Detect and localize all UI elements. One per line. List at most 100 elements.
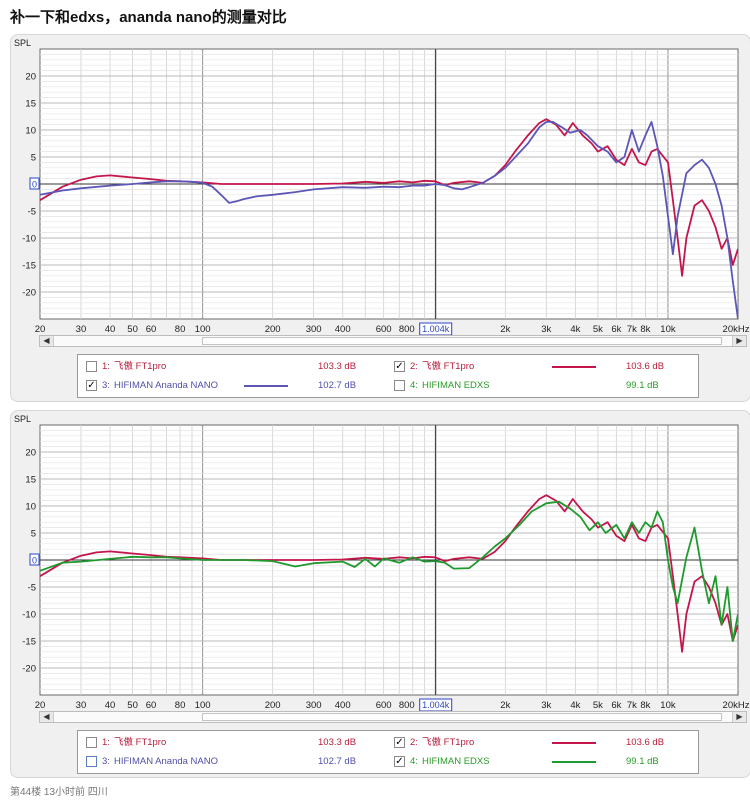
legend-series-name: HIFIMAN Ananda NANO <box>114 380 219 391</box>
y-tick-label: -10 <box>22 610 36 621</box>
scroll-right-arrow-icon[interactable]: ▶ <box>732 712 746 722</box>
x-tick-label: 20kHz <box>723 324 750 335</box>
y-axis-label: SPL <box>14 38 31 48</box>
x-tick-label: 3k <box>541 324 551 335</box>
x-tick-label: 20 <box>35 324 46 335</box>
legend-checkbox[interactable] <box>86 737 97 748</box>
legend-row: 1: 飞傲 FT1pro 103.3 dB ✓ 2: 飞傲 FT1pro 103.6 dB <box>78 734 698 752</box>
legend-series-name: 飞傲 FT1pro <box>114 361 167 372</box>
x-tick-label: 2k <box>500 700 510 711</box>
horizontal-scrollbar-1[interactable]: ◀ ▶ <box>39 335 747 347</box>
y-tick-label: 20 <box>25 448 36 459</box>
legend-1: 1: 飞傲 FT1pro 103.3 dB ✓ 2: 飞傲 FT1pro 103.6 dB ✓… <box>77 354 699 398</box>
legend-index: 2: <box>410 737 418 748</box>
scroll-left-arrow-icon[interactable]: ◀ <box>40 712 54 722</box>
x-tick-label: 6k <box>611 700 621 711</box>
legend-checkbox[interactable]: ✓ <box>394 737 405 748</box>
frequency-response-chart-2: SPL20151050-5-10-15-20020304050608010020… <box>14 414 750 712</box>
legend-line-swatch <box>552 366 596 368</box>
scroll-right-arrow-icon[interactable]: ▶ <box>732 336 746 346</box>
x-tick-label: 5k <box>593 700 603 711</box>
y-tick-label: 5 <box>31 153 36 164</box>
page-title: 补一下和edxs，ananda nano的测量对比 <box>10 9 287 26</box>
scroll-thumb[interactable] <box>202 713 722 721</box>
x-tick-label: 4k <box>570 324 580 335</box>
x-tick-label: 100 <box>195 324 211 335</box>
legend-index: 4: <box>410 756 418 767</box>
legend-line-swatch <box>244 385 288 387</box>
chart-panel-2: SPL20151050-5-10-15-20020304050608010020… <box>10 410 750 778</box>
legend-index: 3: <box>102 380 110 391</box>
legend-series-name: HIFIMAN Ananda NANO <box>114 756 219 767</box>
x-tick-label: 600 <box>376 324 392 335</box>
x-tick-label: 40 <box>105 700 116 711</box>
legend-line-swatch <box>552 761 596 763</box>
legend-checkbox[interactable] <box>86 756 97 767</box>
frequency-response-chart-1: SPL20151050-5-10-15-20020304050608010020… <box>14 38 750 336</box>
zero-marker-label: 0 <box>32 556 37 566</box>
x-tick-label: 60 <box>146 324 157 335</box>
y-axis-label: SPL <box>14 414 31 424</box>
legend-series-name: HIFIMAN EDXS <box>422 756 490 767</box>
x-tick-label: 40 <box>105 324 116 335</box>
x-tick-label: 80 <box>175 700 186 711</box>
x-tick-label: 6k <box>611 324 621 335</box>
x-tick-label: 800 <box>399 700 415 711</box>
x-tick-label: 80 <box>175 324 186 335</box>
y-tick-label: -20 <box>22 288 36 299</box>
legend-value: 99.1 dB <box>626 756 659 767</box>
scroll-thumb[interactable] <box>202 337 722 345</box>
legend-value: 103.3 dB <box>318 361 357 372</box>
x-tick-label: 10k <box>660 324 676 335</box>
legend-index: 3: <box>102 756 110 767</box>
y-tick-label: -15 <box>22 261 36 272</box>
x-tick-label: 3k <box>541 700 551 711</box>
legend-checkbox[interactable]: ✓ <box>394 756 405 767</box>
y-tick-label: -5 <box>28 207 36 218</box>
x-tick-label: 7k <box>627 700 637 711</box>
legend-checkbox[interactable] <box>394 380 405 391</box>
x-tick-label: 50 <box>127 324 138 335</box>
y-tick-label: 15 <box>25 99 36 110</box>
x-tick-label: 30 <box>76 324 87 335</box>
legend-2: 1: 飞傲 FT1pro 103.3 dB ✓ 2: 飞傲 FT1pro 103.6 dB 3… <box>77 730 699 774</box>
x-tick-label: 20kHz <box>723 700 750 711</box>
legend-value: 102.7 dB <box>318 380 357 391</box>
legend-value: 103.3 dB <box>318 737 357 748</box>
legend-checkbox[interactable]: ✓ <box>86 380 97 391</box>
horizontal-scrollbar-2[interactable]: ◀ ▶ <box>39 711 747 723</box>
legend-checkbox[interactable] <box>86 361 97 372</box>
y-tick-label: -15 <box>22 637 36 648</box>
x-tick-label: 400 <box>335 700 351 711</box>
legend-index: 4: <box>410 380 418 391</box>
x-tick-label: 8k <box>640 324 650 335</box>
legend-row: 3: HIFIMAN Ananda NANO 102.7 dB ✓ 4: HIFIMAN … <box>78 753 698 771</box>
legend-series-name: 飞傲 FT1pro <box>114 737 167 748</box>
x-tick-label: 800 <box>399 324 415 335</box>
x-tick-label: 300 <box>306 700 322 711</box>
x-tick-label: 4k <box>570 700 580 711</box>
legend-value: 103.6 dB <box>626 361 665 372</box>
legend-index: 2: <box>410 361 418 372</box>
scroll-left-arrow-icon[interactable]: ◀ <box>40 336 54 346</box>
zero-marker-box <box>29 553 40 566</box>
y-tick-label: 10 <box>25 126 36 137</box>
y-tick-label: -5 <box>28 583 36 594</box>
legend-line-swatch <box>552 742 596 744</box>
legend-row: ✓ 3: HIFIMAN Ananda NANO 102.7 dB 4: HIFIMAN … <box>78 377 698 395</box>
x-tick-label: 300 <box>306 324 322 335</box>
x-tick-label: 30 <box>76 700 87 711</box>
legend-value: 99.1 dB <box>626 380 659 391</box>
series-line-2 <box>40 500 738 642</box>
x-tick-label: 600 <box>376 700 392 711</box>
x-tick-label: 50 <box>127 700 138 711</box>
x-tick-label: 5k <box>593 324 603 335</box>
x-tick-label: 20 <box>35 700 46 711</box>
legend-value: 102.7 dB <box>318 756 357 767</box>
series-line-1 <box>40 118 738 277</box>
legend-checkbox[interactable]: ✓ <box>394 361 405 372</box>
legend-value: 103.6 dB <box>626 737 665 748</box>
y-tick-label: 20 <box>25 72 36 83</box>
post-footer: 第44楼 13小时前 四川 <box>10 787 108 798</box>
y-tick-label: 15 <box>25 475 36 486</box>
